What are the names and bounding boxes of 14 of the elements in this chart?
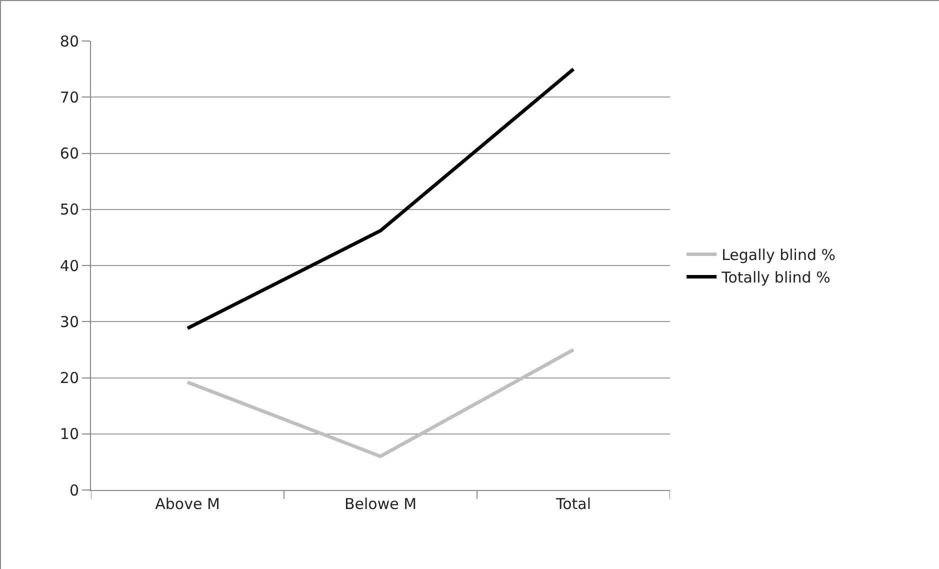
y-tick-label: 30 [60,312,79,331]
legend-label: Totally blind % [720,268,830,287]
y-tick-label: 20 [60,369,79,387]
y-tick-label: 40 [60,256,79,275]
legend-label: Legally blind % [722,246,836,264]
y-tick-label: 0 [69,481,79,500]
y-tick-label: 80 [60,32,79,50]
y-tick-label: 10 [60,425,79,444]
y-tick-label: 60 [60,144,79,162]
x-tick-label: Belowe M [344,495,417,513]
y-tick-label: 50 [60,200,79,219]
y-tick-label: 70 [60,88,79,106]
x-tick-label: Above M [155,495,220,513]
x-tick-label: Total [554,495,592,513]
